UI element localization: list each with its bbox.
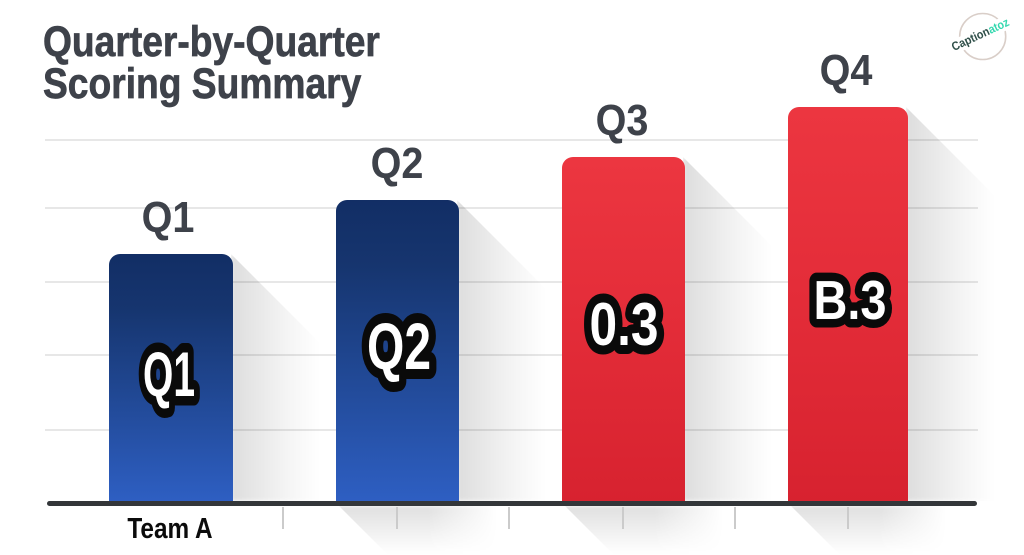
svg-text:0.3: 0.3 [590,291,659,358]
svg-text:Q2: Q2 [367,309,431,383]
svg-text:Q1: Q1 [143,340,195,410]
svg-text:B.3: B.3 [814,269,887,331]
